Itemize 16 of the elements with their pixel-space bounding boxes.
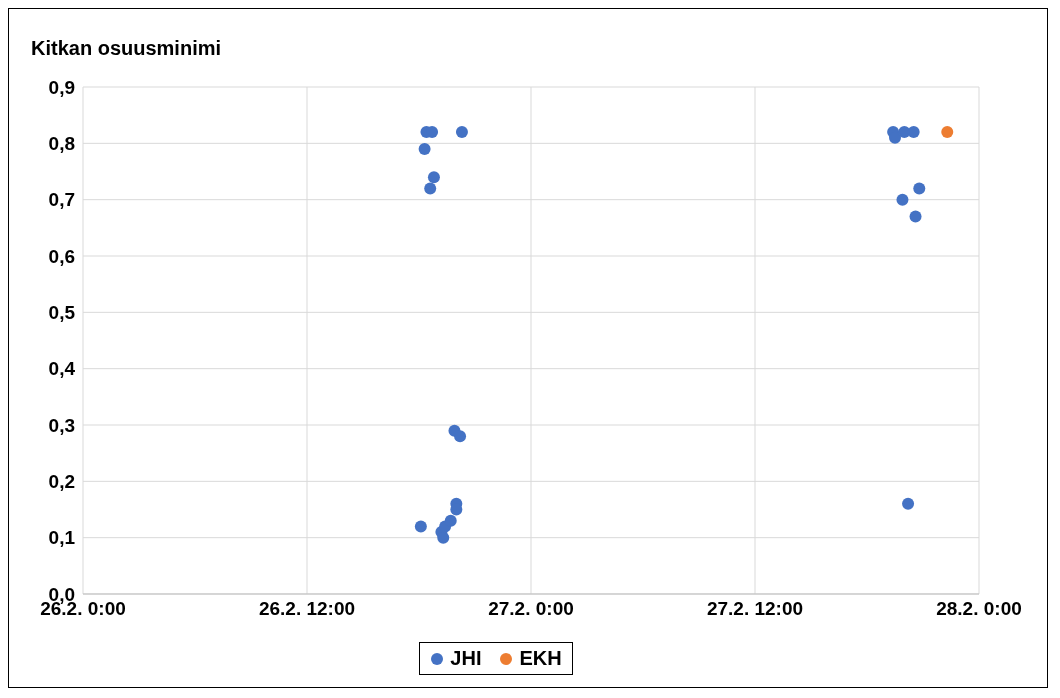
y-tick-label: 0,4 xyxy=(48,358,76,380)
chart-title: Kitkan osuusminimi xyxy=(31,37,222,60)
y-tick-label: 0,2 xyxy=(48,471,75,493)
y-tick-label: 0,7 xyxy=(48,189,75,211)
y-tick-label: 0,9 xyxy=(48,76,75,98)
legend-label: JHI xyxy=(450,647,482,670)
x-tick-label: 26.2. 12:00 xyxy=(258,598,356,620)
y-tick-label: 0,6 xyxy=(48,245,75,267)
legend-label: EKH xyxy=(519,647,562,670)
y-tick-label: 0,8 xyxy=(48,133,75,155)
y-tick-label: 0,1 xyxy=(48,527,76,549)
y-tick-label: 0,5 xyxy=(48,302,76,324)
y-tick-label: 0,3 xyxy=(48,414,75,436)
x-tick-label: 28.2. 0:00 xyxy=(936,598,1022,620)
x-tick-label: 27.2. 12:00 xyxy=(706,598,804,620)
x-tick-label: 27.2. 0:00 xyxy=(488,598,574,620)
